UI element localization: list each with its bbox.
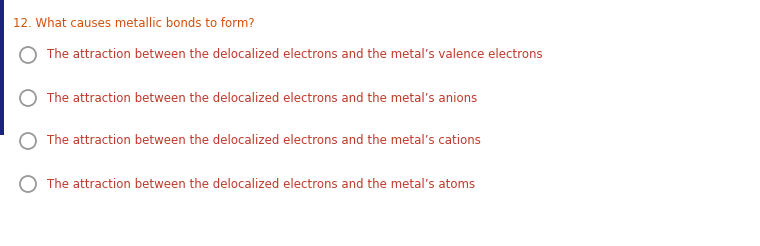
Text: The attraction between the delocalized electrons and the metal’s atoms: The attraction between the delocalized e… — [47, 178, 475, 190]
Text: 12. What causes metallic bonds to form?: 12. What causes metallic bonds to form? — [13, 17, 255, 30]
Text: The attraction between the delocalized electrons and the metal’s valence electro: The attraction between the delocalized e… — [47, 48, 543, 62]
Text: The attraction between the delocalized electrons and the metal’s cations: The attraction between the delocalized e… — [47, 135, 481, 148]
Text: The attraction between the delocalized electrons and the metal’s anions: The attraction between the delocalized e… — [47, 92, 477, 105]
Bar — [0, 0, 4, 135]
